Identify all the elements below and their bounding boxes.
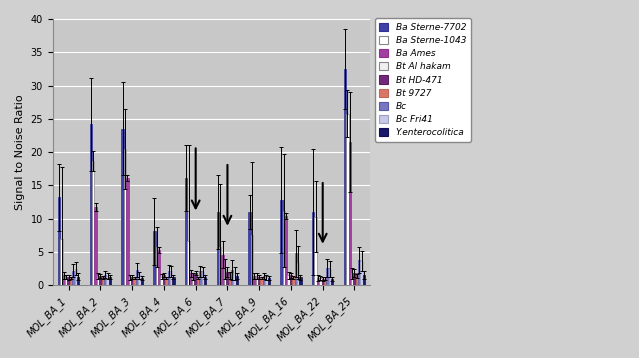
Bar xyxy=(138,275,141,285)
Bar xyxy=(328,268,331,285)
Bar xyxy=(141,278,143,285)
Bar xyxy=(297,263,299,285)
Bar xyxy=(63,275,65,285)
Bar xyxy=(89,124,92,285)
Bar xyxy=(187,241,190,285)
Bar xyxy=(131,277,134,285)
Bar xyxy=(222,255,224,285)
Bar xyxy=(97,276,99,285)
Bar xyxy=(265,277,268,285)
Bar xyxy=(348,142,351,285)
Bar xyxy=(104,275,106,285)
Y-axis label: Signal to Noise Ratio: Signal to Noise Ratio xyxy=(15,94,25,210)
Bar xyxy=(153,231,155,285)
Bar xyxy=(197,278,199,285)
Bar xyxy=(351,273,353,285)
Bar xyxy=(331,279,334,285)
Bar xyxy=(233,273,236,285)
Bar xyxy=(299,277,302,285)
Bar xyxy=(360,261,363,285)
Bar xyxy=(134,278,135,285)
Bar xyxy=(249,212,251,285)
Bar xyxy=(256,276,258,285)
Bar xyxy=(127,178,128,285)
Bar xyxy=(160,277,163,285)
Bar xyxy=(60,239,63,285)
Bar xyxy=(263,276,265,285)
Bar xyxy=(346,113,348,285)
Bar xyxy=(281,200,282,285)
Bar xyxy=(199,271,202,285)
Bar xyxy=(258,277,260,285)
Bar xyxy=(190,273,192,285)
Bar xyxy=(77,277,79,285)
Bar xyxy=(68,277,70,285)
Bar xyxy=(58,197,60,285)
Bar xyxy=(167,271,170,285)
Bar xyxy=(363,275,365,285)
Bar xyxy=(170,271,173,285)
Bar xyxy=(194,273,197,285)
Bar xyxy=(253,276,256,285)
Bar xyxy=(135,270,138,285)
Bar xyxy=(344,69,346,285)
Bar xyxy=(158,250,160,285)
Bar xyxy=(185,178,187,285)
Bar xyxy=(173,277,174,285)
Bar xyxy=(295,253,297,285)
Bar xyxy=(217,212,219,285)
Bar xyxy=(165,278,167,285)
Bar xyxy=(229,275,231,285)
Bar xyxy=(224,269,226,285)
Bar xyxy=(109,277,111,285)
Bar xyxy=(353,273,356,285)
Bar xyxy=(65,277,68,285)
Bar xyxy=(204,277,206,285)
Bar xyxy=(106,276,109,285)
Bar xyxy=(314,217,317,285)
Legend: Ba Sterne-7702, Ba Sterne-1043, Ba Ames, Bt Al hakam, Bt HD-471, Bt 9727, Bc, Bc: Ba Sterne-7702, Ba Sterne-1043, Ba Ames,… xyxy=(375,18,471,142)
Bar xyxy=(155,247,158,285)
Bar xyxy=(163,275,165,285)
Bar xyxy=(327,268,328,285)
Bar xyxy=(317,278,319,285)
Bar xyxy=(124,149,127,285)
Bar xyxy=(92,161,95,285)
Bar xyxy=(292,277,295,285)
Bar xyxy=(192,277,194,285)
Bar xyxy=(356,276,358,285)
Bar xyxy=(268,278,270,285)
Bar xyxy=(236,276,238,285)
Bar xyxy=(226,272,229,285)
Bar xyxy=(219,247,222,285)
Bar xyxy=(358,260,360,285)
Bar xyxy=(99,276,102,285)
Bar xyxy=(251,235,253,285)
Bar xyxy=(72,271,75,285)
Bar xyxy=(321,279,324,285)
Bar xyxy=(312,212,314,285)
Bar xyxy=(285,216,288,285)
Bar xyxy=(282,211,285,285)
Bar xyxy=(128,277,131,285)
Bar xyxy=(289,275,292,285)
Bar xyxy=(288,275,289,285)
Bar xyxy=(95,207,97,285)
Bar xyxy=(319,278,321,285)
Bar xyxy=(260,278,263,285)
Bar xyxy=(70,278,72,285)
Bar xyxy=(324,279,327,285)
Bar xyxy=(102,277,104,285)
Bar xyxy=(121,129,124,285)
Bar xyxy=(202,272,204,285)
Bar xyxy=(75,268,77,285)
Bar xyxy=(231,270,233,285)
